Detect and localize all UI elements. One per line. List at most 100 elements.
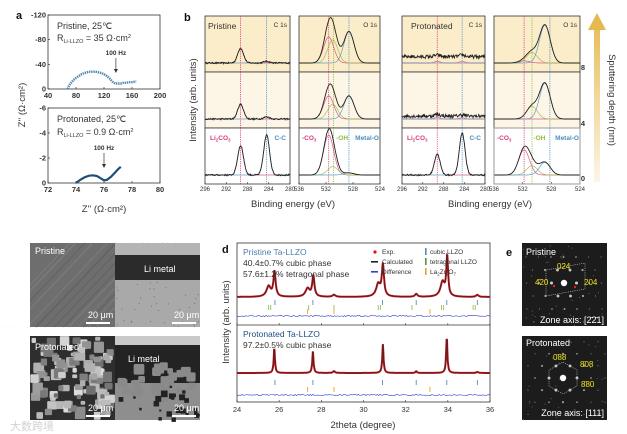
- diffraction-spot: [590, 353, 592, 355]
- oh-label: -OH: [336, 135, 348, 142]
- pristine-xrd-title: Pristine Ta-LLZO: [243, 247, 307, 257]
- x-tick-label: 296: [200, 187, 211, 193]
- diffraction-spot: [583, 413, 585, 415]
- diffraction-spot: [576, 352, 578, 355]
- noise-speck: [549, 245, 551, 247]
- label-part: 2: [413, 138, 416, 143]
- diffraction-spot: [600, 256, 602, 258]
- diffraction-spot: [581, 294, 585, 298]
- pristine-condition: Pristine, 25℃: [57, 21, 112, 31]
- r-value: = 35 Ω·cm: [83, 33, 128, 43]
- diffraction-spot: [538, 308, 541, 310]
- scale-bar-label: 20 μm: [174, 310, 199, 320]
- particle: [131, 320, 133, 322]
- void: [160, 390, 168, 398]
- noise-speck: [589, 367, 591, 369]
- sem-pristine-cross-section: [115, 280, 200, 327]
- noise-speck: [562, 358, 564, 360]
- watermark: 大数跨境: [10, 419, 54, 433]
- crystal-grain: [47, 401, 58, 410]
- particle: [153, 288, 155, 290]
- legend-la-marker: [425, 268, 427, 275]
- noise-speck: [600, 410, 602, 412]
- xps-spectrum: [494, 145, 580, 176]
- diffraction-spot: [527, 341, 529, 343]
- region-label: O 1s: [363, 22, 377, 29]
- t: La: [430, 269, 438, 276]
- panel-e: Pristine 024 4̄20 204 Zone axis: [2̄2̄1]…: [522, 243, 607, 421]
- scale-bar: [172, 415, 196, 417]
- crystal-grain: [91, 373, 98, 380]
- penetrating-grain: [138, 375, 145, 383]
- diffraction-spot: [570, 321, 572, 323]
- legend-exp: Exp.: [382, 249, 395, 256]
- panel-a: Pristine, 25℃ RLi-LLZO = 35 Ω·cm2 Proton…: [17, 11, 166, 216]
- noise-speck: [601, 313, 603, 315]
- hexagonal-outline: [548, 361, 578, 395]
- crystal-grain: [61, 384, 70, 392]
- noise-speck: [596, 378, 598, 380]
- co3-label: -CO3: [302, 135, 317, 143]
- x-tick-label: 532: [518, 187, 529, 193]
- particle: [123, 320, 125, 322]
- void: [153, 400, 160, 407]
- protonated-xrd-title: Protonated Ta-LLZO: [243, 329, 320, 339]
- particle: [197, 321, 199, 322]
- diffraction-spot: [537, 256, 540, 258]
- particle: [117, 290, 119, 291]
- void: [159, 409, 162, 412]
- y-tick-label: -6: [39, 104, 46, 113]
- crystal-grain: [97, 400, 103, 405]
- particle: [116, 298, 118, 300]
- particle: [158, 310, 159, 311]
- metal-o-label: Metal-O: [555, 135, 579, 142]
- diffraction-spot: [541, 341, 543, 343]
- panel-label-b: b: [184, 12, 191, 24]
- x-tick-label: 280: [480, 187, 491, 193]
- noise-speck: [534, 316, 536, 318]
- crystal-grain: [86, 385, 96, 395]
- crystal-grain: [100, 394, 105, 399]
- diffraction-spot: [582, 389, 586, 392]
- label-part: CO: [218, 135, 228, 142]
- crystal-grain: [89, 354, 95, 360]
- void: [193, 408, 198, 412]
- label-part: 3: [314, 138, 317, 143]
- region-label: O 1s: [563, 22, 577, 29]
- x-tick-label: 30: [359, 405, 367, 414]
- sputtering-arrow-head: [588, 13, 606, 30]
- diffraction-spot: [551, 308, 553, 310]
- particle: [150, 321, 151, 323]
- annotation-arrow-head: [102, 164, 106, 168]
- protonated-xrd-calculated: [237, 339, 490, 374]
- x-tick-label: 120: [98, 91, 111, 100]
- label-part: 3: [425, 138, 428, 143]
- nyquist-protonated-data: [75, 165, 122, 184]
- x-tick-label: 280: [285, 187, 296, 193]
- noise-speck: [570, 341, 572, 343]
- noise-speck: [571, 247, 573, 249]
- crystal-grain: [95, 336, 101, 341]
- diffraction-spot: [526, 308, 528, 310]
- noise-speck: [575, 319, 577, 321]
- protonated-condition: Protonated, 25℃: [57, 114, 126, 124]
- diffraction-spot: [548, 401, 550, 404]
- noise-speck: [547, 261, 549, 263]
- noise-speck: [588, 292, 590, 294]
- particle: [155, 303, 157, 305]
- diffraction-spot: [532, 295, 534, 297]
- x-tick-label: 288: [438, 187, 449, 193]
- region-label: C 1s: [469, 22, 483, 29]
- crystal-grain: [31, 337, 37, 344]
- legend-la2zr2o7: La2Zr2O7: [430, 269, 456, 277]
- diffraction-spot: [561, 401, 565, 404]
- particle: [167, 303, 169, 305]
- void: [179, 394, 185, 401]
- particle: [195, 298, 197, 300]
- noise-speck: [532, 314, 534, 316]
- diffraction-spot: [576, 308, 578, 310]
- x-tick-label: 72: [44, 185, 52, 194]
- noise-speck: [601, 378, 603, 380]
- void: [184, 398, 189, 403]
